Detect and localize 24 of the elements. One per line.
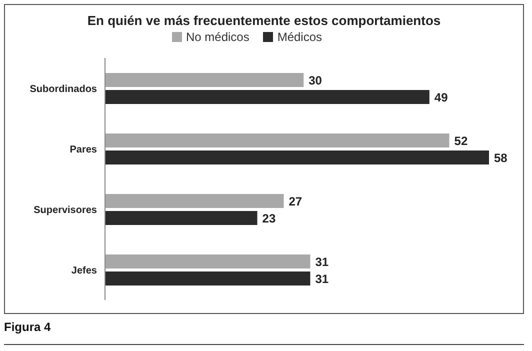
data-label: 27 [288, 194, 302, 208]
bar [105, 150, 489, 164]
legend-label: No médicos [186, 30, 250, 44]
bar [105, 90, 430, 104]
y-tick-label: Subordinados [30, 84, 98, 95]
y-tick-label: Jefes [71, 265, 98, 276]
data-label: 30 [308, 73, 322, 88]
data-label: 23 [262, 211, 276, 226]
data-label: 31 [315, 254, 329, 269]
chart-title: En quién ve más frecuentemente estos comportamientos [86, 13, 442, 28]
data-label: 49 [434, 90, 448, 104]
data-label: 31 [315, 272, 329, 286]
y-tick-label: Supervisores [34, 204, 98, 216]
bar [105, 134, 450, 148]
data-label: 58 [494, 150, 508, 165]
text: Figura 4 [4, 320, 52, 334]
bar [105, 211, 258, 225]
bar [105, 194, 284, 208]
legend-label: Médicos [277, 30, 322, 44]
bar [105, 254, 310, 268]
data-label: 52 [454, 134, 468, 148]
bar [105, 73, 304, 87]
bar [105, 272, 310, 286]
y-tick-label: Pares [70, 144, 98, 156]
